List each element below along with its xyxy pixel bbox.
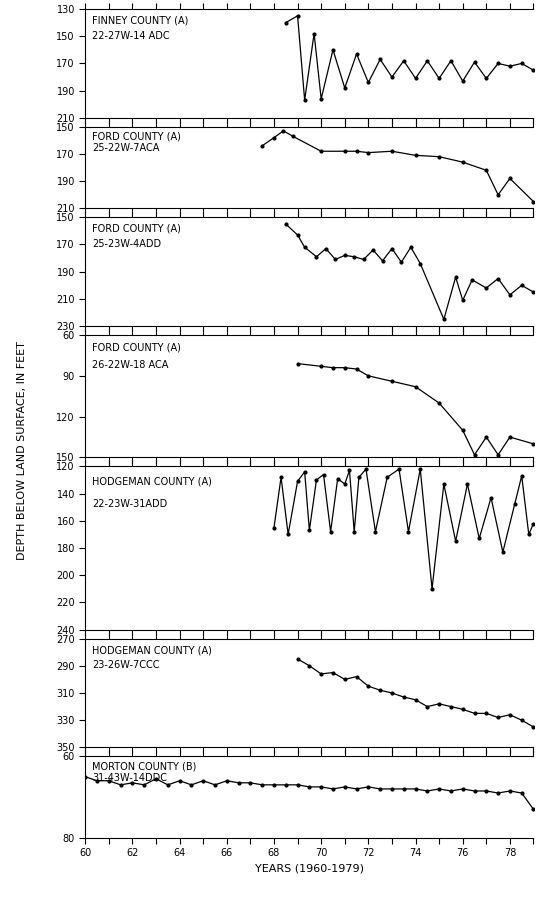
X-axis label: YEARS (1960-1979): YEARS (1960-1979) (255, 864, 364, 874)
Text: 22-23W-31ADD: 22-23W-31ADD (92, 499, 168, 509)
Text: HODGEMAN COUNTY (A): HODGEMAN COUNTY (A) (92, 645, 212, 655)
Text: FORD COUNTY (A): FORD COUNTY (A) (92, 132, 181, 141)
Text: HODGEMAN COUNTY (A): HODGEMAN COUNTY (A) (92, 476, 212, 487)
Text: FORD COUNTY (A): FORD COUNTY (A) (92, 223, 181, 233)
Text: FORD COUNTY (A): FORD COUNTY (A) (92, 342, 181, 352)
Text: 31-43W-14DDC: 31-43W-14DDC (92, 772, 167, 783)
Text: 25-22W-7ACA: 25-22W-7ACA (92, 143, 160, 153)
Text: DEPTH BELOW LAND SURFACE, IN FEET: DEPTH BELOW LAND SURFACE, IN FEET (17, 341, 27, 560)
Text: MORTON COUNTY (B): MORTON COUNTY (B) (92, 761, 197, 771)
Text: 22-27W-14 ADC: 22-27W-14 ADC (92, 31, 170, 41)
Text: 26-22W-18 ACA: 26-22W-18 ACA (92, 359, 169, 369)
Text: FINNEY COUNTY (A): FINNEY COUNTY (A) (92, 15, 189, 25)
Text: 25-23W-4ADD: 25-23W-4ADD (92, 239, 162, 249)
Text: 23-26W-7CCC: 23-26W-7CCC (92, 660, 160, 670)
